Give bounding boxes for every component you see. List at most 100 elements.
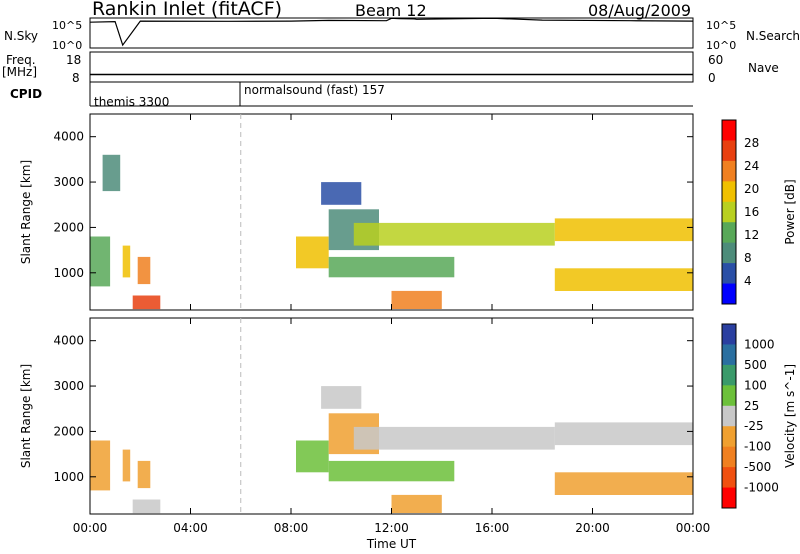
velocity-echo-region bbox=[321, 386, 362, 409]
xtick-label: 16:00 bbox=[475, 521, 510, 535]
xtick-label: 20:00 bbox=[575, 521, 610, 535]
freq-panel-frame bbox=[89, 51, 694, 83]
power-colorbar-segment bbox=[722, 222, 736, 244]
power-colorbar-segment bbox=[722, 160, 736, 182]
velocity-echo-region bbox=[137, 460, 151, 489]
velocity-ytick-label: 2000 bbox=[53, 424, 84, 438]
velocity-colorbar-frame bbox=[721, 323, 737, 509]
power-echo-region bbox=[132, 295, 161, 310]
cpid-label: CPID bbox=[10, 87, 43, 101]
xtick-label: 00:00 bbox=[73, 521, 108, 535]
power-echo-region bbox=[122, 245, 131, 278]
velocity-colorbar-tick-label: -25 bbox=[744, 419, 764, 433]
power-echo-region bbox=[353, 222, 555, 246]
nave-tick-high: 60 bbox=[708, 53, 724, 67]
freq-tick-low: 8 bbox=[72, 71, 80, 85]
date-label: 08/Aug/2009 bbox=[588, 1, 692, 20]
velocity-echo-region bbox=[353, 426, 555, 450]
velocity-colorbar-segment bbox=[722, 344, 736, 366]
station-title: Rankin Inlet (fitACF) bbox=[92, 0, 283, 20]
velocity-colorbar-segment bbox=[722, 405, 736, 427]
power-ytick-label: 3000 bbox=[53, 175, 84, 189]
velocity-colorbar-segment bbox=[722, 467, 736, 489]
freq-label: Freq. bbox=[6, 53, 36, 67]
velocity-colorbar-segment bbox=[722, 487, 736, 509]
power-colorbar-tick-label: 28 bbox=[744, 136, 759, 150]
power-colorbar-segment bbox=[722, 283, 736, 305]
power-colorbar-tick-label: 4 bbox=[744, 274, 752, 288]
power-ytick-label: 1000 bbox=[53, 266, 84, 280]
power-echo-region bbox=[137, 256, 151, 285]
power-ytick-label: 4000 bbox=[53, 130, 84, 144]
power-colorbar-tick-label: 24 bbox=[744, 159, 759, 173]
velocity-colorbar-segment bbox=[722, 324, 736, 345]
xtick-label: 00:00 bbox=[676, 521, 711, 535]
power-echo-region bbox=[554, 218, 693, 242]
power-ytick-label: 2000 bbox=[53, 220, 84, 234]
nsearch-tick-high: 10^5 bbox=[706, 19, 737, 32]
velocity-echo-region bbox=[554, 422, 693, 446]
nsky-panel-frame bbox=[89, 17, 694, 49]
nave-label: Nave bbox=[748, 61, 779, 75]
power-colorbar-segment bbox=[722, 201, 736, 223]
power-echo-region bbox=[296, 236, 329, 269]
velocity-echo-region bbox=[90, 440, 111, 491]
xtick-label: 04:00 bbox=[173, 521, 208, 535]
velocity-colorbar-segment bbox=[722, 446, 736, 468]
power-colorbar-segment bbox=[722, 140, 736, 162]
nsearch-tick-low: 10^0 bbox=[706, 39, 737, 52]
velocity-colorbar-segment bbox=[722, 385, 736, 407]
nsearch-label: N.Search bbox=[746, 29, 800, 43]
power-colorbar-segment bbox=[722, 263, 736, 285]
velocity-colorbar-tick-label: -100 bbox=[744, 440, 771, 454]
velocity-colorbar-tick-label: 25 bbox=[744, 399, 759, 413]
nsky-label: N.Sky bbox=[4, 29, 39, 43]
power-colorbar-tick-label: 12 bbox=[744, 228, 759, 242]
power-ylabel: Slant Range [km] bbox=[19, 160, 33, 264]
velocity-ytick-label: 4000 bbox=[53, 334, 84, 348]
velocity-colorbar-segment bbox=[722, 426, 736, 448]
freq-tick-high: 18 bbox=[66, 53, 82, 67]
velocity-colorbar-segment bbox=[722, 364, 736, 386]
nsky-series-line bbox=[89, 17, 694, 47]
velocity-ytick-label: 3000 bbox=[53, 379, 84, 393]
velocity-echo-region bbox=[122, 449, 131, 482]
power-echo-region bbox=[391, 290, 442, 309]
velocity-colorbar-tick-label: -1000 bbox=[744, 481, 779, 495]
nsky-tick-high: 10^5 bbox=[52, 19, 83, 32]
power-colorbar-segment bbox=[722, 242, 736, 264]
power-echo-region bbox=[90, 236, 111, 287]
power-echo-region bbox=[554, 268, 693, 291]
velocity-echo-region bbox=[296, 440, 329, 473]
xtick-label: 08:00 bbox=[274, 521, 309, 535]
velocity-ytick-label: 1000 bbox=[53, 470, 84, 484]
power-echo-region bbox=[321, 182, 362, 205]
cpid-program-2: normalsound (fast) 157 bbox=[244, 83, 385, 97]
power-colorbar-segment bbox=[722, 181, 736, 203]
power-colorbar-label: Power [dB] bbox=[783, 179, 797, 244]
velocity-colorbar-tick-label: 500 bbox=[744, 358, 767, 372]
nsky-tick-low: 10^0 bbox=[52, 39, 83, 52]
power-echo-region bbox=[328, 256, 455, 278]
xtick-label: 12:00 bbox=[374, 521, 409, 535]
velocity-colorbar-tick-label: -500 bbox=[744, 460, 771, 474]
power-colorbar-tick-label: 20 bbox=[744, 182, 759, 196]
xaxis-label: Time UT bbox=[366, 537, 417, 551]
nave-tick-low: 0 bbox=[708, 71, 716, 85]
velocity-echo-region bbox=[328, 460, 455, 482]
power-colorbar-frame bbox=[721, 119, 737, 305]
power-colorbar-segment bbox=[722, 120, 736, 141]
velocity-colorbar-tick-label: 1000 bbox=[744, 337, 775, 351]
velocity-echo-region bbox=[554, 472, 693, 495]
cpid-panel-frame bbox=[89, 82, 693, 107]
velocity-colorbar-label: Velocity [m s^-1] bbox=[783, 364, 797, 468]
cpid-program-1: themis 3300 bbox=[94, 95, 170, 109]
beam-label: Beam 12 bbox=[355, 1, 427, 20]
velocity-echo-region bbox=[132, 499, 161, 514]
velocity-echo-region bbox=[391, 494, 442, 513]
velocity-ylabel: Slant Range [km] bbox=[19, 364, 33, 468]
power-colorbar-tick-label: 16 bbox=[744, 205, 759, 219]
velocity-colorbar-tick-label: 100 bbox=[744, 378, 767, 392]
power-colorbar-tick-label: 8 bbox=[744, 251, 752, 265]
